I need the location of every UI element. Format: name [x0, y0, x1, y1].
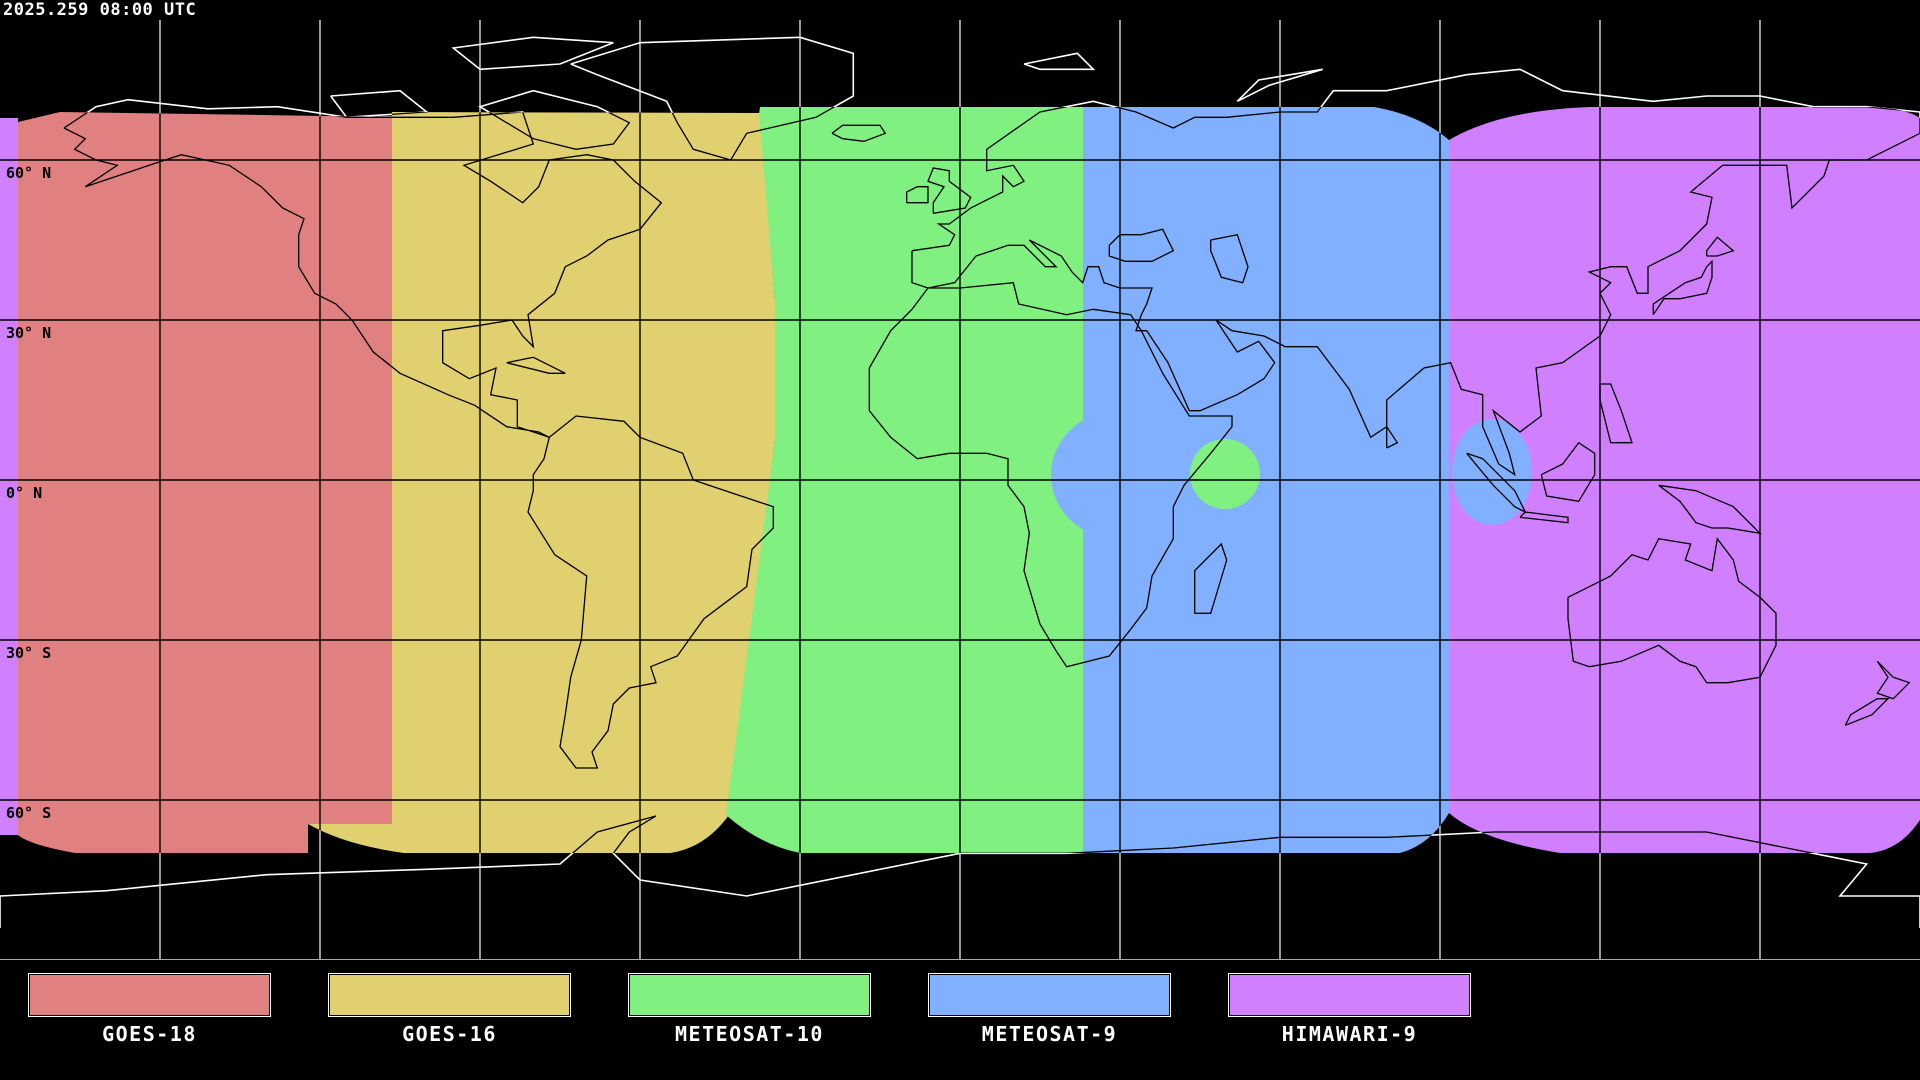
lat-label-0n: 0° N — [6, 484, 43, 502]
region-goes-16 — [308, 112, 775, 853]
coastline — [911, 107, 1920, 477]
legend-swatch — [928, 973, 1171, 1017]
region-meteosat-10-spot — [1190, 439, 1260, 509]
lat-label-30n: 30° N — [6, 324, 52, 342]
coastline — [451, 36, 614, 71]
region-meteosat-9-east-bulge — [1452, 419, 1532, 525]
lat-label-60s: 60° S — [6, 804, 52, 822]
legend-label: GOES-18 — [102, 1022, 197, 1046]
coastline — [506, 356, 566, 374]
region-meteosat-9-bulge — [1051, 411, 1185, 539]
coastline — [1567, 537, 1777, 684]
coastline — [1599, 383, 1633, 444]
coastline — [1844, 698, 1890, 726]
coastline — [330, 89, 429, 119]
coastline — [1194, 542, 1228, 614]
coastline — [570, 107, 854, 161]
coastline — [1540, 441, 1596, 503]
legend-swatch — [28, 973, 271, 1017]
region-himawari-9-left — [0, 118, 18, 835]
coastline — [1023, 52, 1096, 71]
coastline — [1706, 236, 1735, 257]
lat-label-60n: 60° N — [6, 164, 52, 182]
legend-label: METEOSAT-9 — [981, 1022, 1118, 1046]
coastline — [1876, 660, 1911, 700]
map-frame-bottom — [0, 959, 1920, 960]
legend-swatch — [1228, 973, 1471, 1017]
legend-label: METEOSAT-10 — [675, 1022, 824, 1046]
coastline — [1519, 511, 1569, 524]
region-goes-18 — [18, 112, 392, 853]
coastline — [63, 107, 663, 438]
coastline — [0, 815, 1920, 853]
coastline — [1108, 228, 1175, 262]
timestamp: 2025.259 08:00 UTC — [3, 0, 197, 20]
legend-item-goes-18: GOES-18 — [28, 973, 271, 1046]
coastline — [1386, 424, 1399, 449]
coverage-map — [0, 20, 1920, 960]
coastline — [1652, 259, 1713, 316]
coastline — [1658, 484, 1762, 535]
coastline — [1236, 68, 1323, 103]
coastline — [906, 186, 929, 204]
legend-swatch — [328, 973, 571, 1017]
coastline — [927, 167, 972, 214]
lat-label-30s: 30° S — [6, 644, 52, 662]
coastline — [1210, 233, 1249, 284]
coastlines-black — [0, 37, 1920, 853]
legend-label: GOES-16 — [402, 1022, 497, 1046]
coastline — [831, 124, 887, 142]
graticule-black — [0, 107, 1920, 853]
legend-item-meteosat-10: METEOSAT-10 — [628, 973, 871, 1046]
coastline — [868, 281, 1233, 668]
legend-label: HIMAWARI-9 — [1281, 1022, 1418, 1046]
coastline — [453, 37, 613, 69]
legend-item-goes-16: GOES-16 — [328, 973, 571, 1046]
coastline — [527, 415, 774, 769]
legend-item-meteosat-9: METEOSAT-9 — [928, 973, 1171, 1046]
legend-item-himawari-9: HIMAWARI-9 — [1228, 973, 1471, 1046]
legend-swatch — [628, 973, 871, 1017]
